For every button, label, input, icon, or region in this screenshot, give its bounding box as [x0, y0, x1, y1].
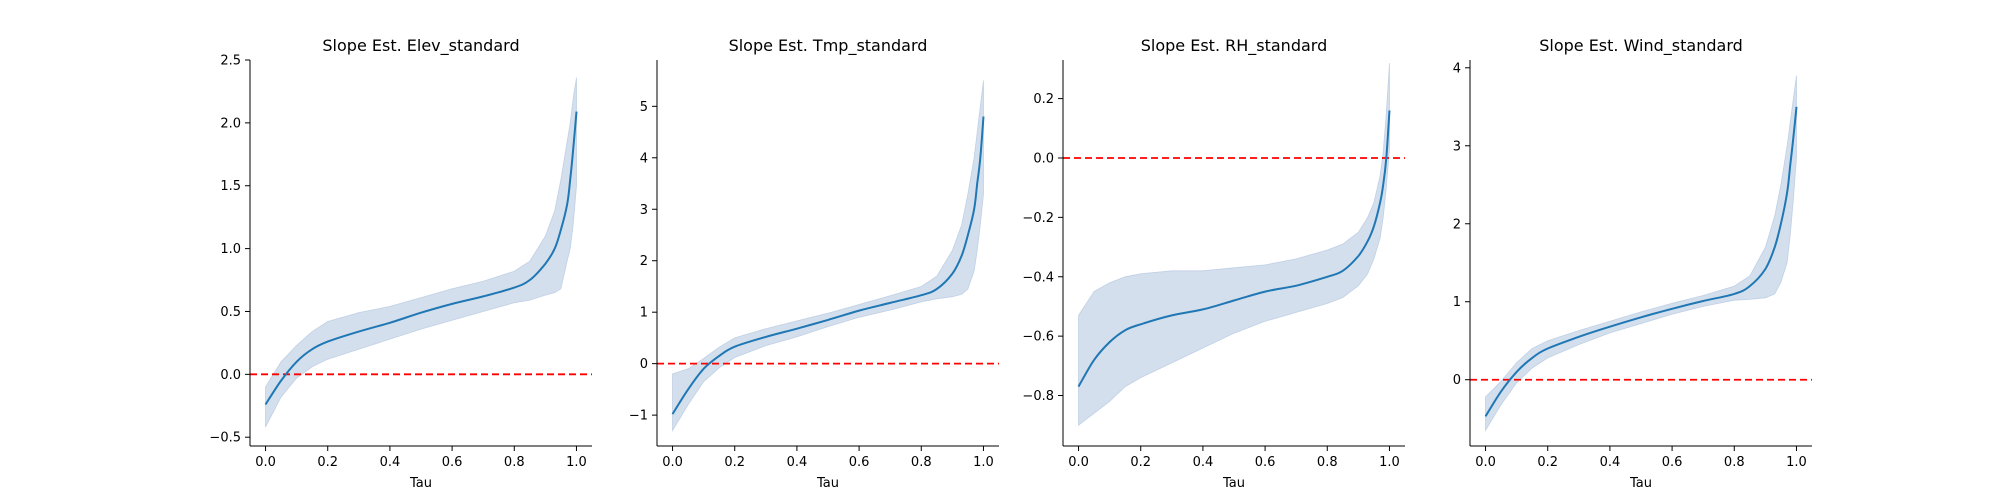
- x-tick-label: 0.0: [1068, 455, 1089, 470]
- x-tick-label: 0.0: [1475, 455, 1496, 470]
- x-tick-label: 0.6: [849, 455, 870, 470]
- chart-panel-2: 0.0 0.2 0.4 0.6 0.8 1.0 −1 0 1 2 3 4 5 Slope Est. Tmp…: [629, 36, 999, 491]
- x-tick-label: 1.0: [566, 455, 587, 470]
- x-tick-label: 0.8: [504, 455, 525, 470]
- x-tick-label: 0.4: [1600, 455, 1621, 470]
- confidence-band: [672, 80, 984, 433]
- y-tick-label: −1: [629, 409, 648, 424]
- slope-estimate-line: [264, 111, 578, 406]
- slope-estimate-line: [1484, 106, 1798, 417]
- chart-panel-4: 0.0 0.2 0.4 0.6 0.8 1.0 0 1 2 3 4 Slope Est. Wind_s…: [1453, 36, 1812, 491]
- y-tick-label: 0: [640, 357, 648, 372]
- y-tick-label: −0.6: [1022, 330, 1054, 345]
- chart-title: Slope Est. Elev_standard: [322, 36, 519, 56]
- y-tick-label: 3: [640, 203, 648, 218]
- x-tick-label: 0.6: [442, 455, 463, 470]
- y-tick-label: −0.5: [209, 431, 241, 446]
- x-axis-label: Tau: [409, 476, 432, 491]
- confidence-band: [1078, 62, 1390, 427]
- y-tick-label: −0.8: [1022, 389, 1054, 404]
- x-axis-label: Tau: [1629, 476, 1652, 491]
- x-tick-label: 0.4: [380, 455, 401, 470]
- x-tick-label: 0.0: [255, 455, 276, 470]
- x-tick-label: 0.0: [662, 455, 683, 470]
- y-tick-label: 2: [640, 254, 648, 269]
- x-tick-label: 1.0: [973, 455, 994, 470]
- x-tick-label: 0.8: [1724, 455, 1745, 470]
- x-tick-label: 0.6: [1662, 455, 1683, 470]
- chart-title: Slope Est. Wind_standard: [1539, 36, 1743, 56]
- chart-title: Slope Est. Tmp_standard: [729, 36, 928, 56]
- x-tick-label: 0.2: [724, 455, 745, 470]
- y-tick-label: 4: [640, 151, 648, 166]
- y-tick-label: 4: [1453, 61, 1461, 76]
- x-tick-label: 0.4: [787, 455, 808, 470]
- y-tick-label: −0.2: [1022, 211, 1054, 226]
- y-tick-label: 3: [1453, 139, 1461, 154]
- slope-estimate-line: [671, 116, 985, 415]
- x-axis-label: Tau: [816, 476, 839, 491]
- y-tick-label: 0.0: [220, 368, 241, 383]
- y-tick-label: 2.0: [220, 116, 241, 131]
- x-tick-label: 1.0: [1786, 455, 1807, 470]
- x-tick-label: 0.6: [1255, 455, 1276, 470]
- x-axis-label: Tau: [1222, 476, 1245, 491]
- x-tick-label: 0.2: [1537, 455, 1558, 470]
- y-tick-label: 1: [1453, 295, 1461, 310]
- y-tick-label: 2.5: [220, 54, 241, 69]
- chart-panel-3: 0.0 0.2 0.4 0.6 0.8 1.0 −0.8 −0.6 −0.4 −0.2 0.0 0.2…: [1022, 36, 1405, 491]
- x-tick-label: 1.0: [1379, 455, 1400, 470]
- y-tick-label: 0: [1453, 373, 1461, 388]
- y-tick-label: 0.0: [1033, 151, 1054, 166]
- x-tick-label: 0.2: [317, 455, 338, 470]
- x-tick-label: 0.8: [911, 455, 932, 470]
- y-tick-label: 5: [640, 100, 648, 115]
- y-tick-label: 0.5: [220, 305, 241, 320]
- x-tick-label: 0.8: [1317, 455, 1338, 470]
- y-tick-label: −0.4: [1022, 270, 1054, 285]
- slope-estimate-line: [1077, 110, 1391, 388]
- y-tick-label: 1.0: [220, 242, 241, 257]
- y-tick-label: 1: [640, 306, 648, 321]
- y-tick-label: 2: [1453, 217, 1461, 232]
- y-tick-label: 0.2: [1033, 92, 1054, 107]
- confidence-band: [1485, 75, 1797, 432]
- y-tick-label: 1.5: [220, 179, 241, 194]
- x-tick-label: 0.4: [1193, 455, 1214, 470]
- chart-panel-1: 0.0 0.2 0.4 0.6 0.8 1.0 −0.5 0.0 0.5 1.0 1.5 2.0 2.5…: [209, 36, 592, 491]
- x-tick-label: 0.2: [1130, 455, 1151, 470]
- chart-title: Slope Est. RH_standard: [1141, 36, 1327, 56]
- confidence-band: [265, 77, 577, 428]
